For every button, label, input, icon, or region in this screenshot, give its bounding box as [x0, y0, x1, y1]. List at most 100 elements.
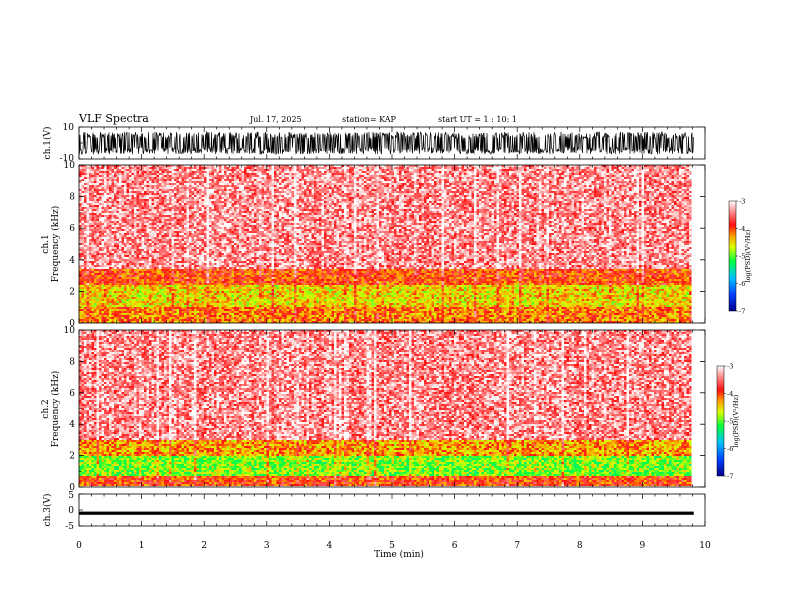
spectrogram-cell: [469, 167, 472, 170]
spectrogram-cell: [269, 197, 272, 200]
spectrogram-cell: [169, 171, 172, 174]
spectrogram-cell: [541, 171, 545, 174]
spectrogram-cell: [386, 167, 390, 170]
spectrogram-cell: [246, 197, 250, 200]
spectrogram-cell: [84, 171, 87, 174]
spectrogram-cell: [656, 191, 660, 194]
spectrogram-cell: [376, 187, 380, 190]
spectrogram-cell: [276, 201, 280, 204]
spectrogram-cell: [411, 185, 415, 188]
spectrogram-cell: [299, 185, 302, 188]
spectrogram-cell: [196, 167, 200, 170]
spectrogram-cell: [614, 199, 617, 202]
spectrogram-cell: [239, 179, 242, 182]
spectrogram-cell: [139, 165, 142, 168]
spectrogram-cell: [354, 191, 357, 194]
spectrogram-cell: [314, 179, 317, 182]
spectrogram-cell: [624, 167, 627, 170]
spectrogram-cell: [676, 183, 680, 186]
spectrogram-cell: [99, 171, 102, 174]
spectrogram-cell: [81, 165, 85, 168]
spectrogram-cell: [464, 185, 467, 188]
spectrogram-cell: [386, 199, 390, 202]
spectrogram-cell: [566, 187, 570, 190]
spectrogram-cell: [146, 165, 150, 168]
spectrogram-cell: [196, 187, 200, 190]
spectrogram-cell: [289, 175, 292, 178]
spectrogram-cell: [636, 185, 640, 188]
spectrogram-cell: [516, 167, 520, 170]
spectrogram-cell: [184, 181, 187, 184]
spectrogram-cell: [624, 177, 627, 180]
spectrogram-cell: [236, 171, 240, 174]
spectrogram-cell: [114, 197, 117, 200]
spectrogram-cell: [621, 199, 625, 202]
spectrogram-cell: [239, 167, 242, 170]
spectrogram-cell: [204, 203, 207, 206]
spectrogram-cell: [636, 175, 640, 178]
spectrogram-cell: [396, 181, 400, 184]
spectrogram-cell: [264, 175, 267, 178]
spectrogram-cell: [166, 203, 170, 206]
spectrogram-cell: [209, 171, 212, 174]
spectrogram-cell: [324, 169, 327, 172]
spectrogram-cell: [264, 181, 267, 184]
spectrogram-cell: [181, 173, 185, 176]
spectrogram-cell: [656, 175, 660, 178]
spectrogram-cell: [559, 179, 562, 182]
spectrogram-cell: [519, 203, 522, 206]
spectrogram-cell: [301, 189, 305, 192]
spectrogram-cell: [221, 193, 225, 196]
spectrogram-cell: [241, 195, 245, 198]
spectrogram-cell: [481, 199, 485, 202]
spectrogram-cell: [484, 187, 487, 190]
spectrogram-cell: [614, 187, 617, 190]
spectrogram-cell: [139, 187, 142, 190]
spectrogram-cell: [351, 179, 355, 182]
spectrogram-cell: [114, 185, 117, 188]
spectrogram-cell: [479, 199, 482, 202]
spectrogram-cell: [384, 185, 387, 188]
spectrogram-cell: [161, 199, 165, 202]
spectrogram-cell: [444, 165, 447, 168]
spectrogram-cell: [669, 165, 672, 168]
spectrogram-cell: [246, 175, 250, 178]
spectrogram-cell: [156, 191, 160, 194]
spectrogram-cell: [244, 201, 247, 204]
spectrogram-cell: [446, 203, 450, 206]
spectrogram-cell: [194, 165, 197, 168]
spectrogram-cell: [571, 197, 575, 200]
spectrogram-cell: [646, 179, 650, 182]
date-label: Jul. 17, 2025: [249, 115, 302, 124]
spectrogram-cell: [229, 173, 232, 176]
spectrogram-cell: [586, 185, 590, 188]
spectrogram-cell: [531, 179, 535, 182]
spectrogram-cell: [526, 169, 530, 172]
spectrogram-cell: [84, 191, 87, 194]
spectrogram-cell: [226, 199, 230, 202]
spectrogram-cell: [271, 199, 275, 202]
spectrogram-cell: [301, 171, 305, 174]
spectrogram-cell: [561, 173, 565, 176]
spectrogram-cell: [469, 181, 472, 184]
spectrogram-cell: [676, 191, 680, 194]
spectrogram-cell: [599, 169, 602, 172]
spectrogram-cell: [626, 165, 630, 168]
spectrogram-cell: [91, 169, 95, 172]
spectrogram-cell: [606, 185, 610, 188]
spectrogram-cell: [429, 167, 432, 170]
spectrogram-cell: [524, 203, 527, 206]
spectrogram-cell: [389, 169, 392, 172]
spectrogram-cell: [584, 171, 587, 174]
spectrogram-cell: [194, 169, 197, 172]
spectrogram-cell: [196, 185, 200, 188]
spectrogram-cell: [214, 171, 217, 174]
spectrogram-cell: [314, 191, 317, 194]
spectrogram-cell: [531, 185, 535, 188]
spectrogram-cell: [474, 165, 477, 168]
spectrogram-cell: [136, 191, 140, 194]
spectrogram-cell: [414, 165, 417, 168]
spectrogram-cell: [356, 173, 360, 176]
spectrogram-cell: [644, 197, 647, 200]
spectrogram-cell: [166, 165, 170, 168]
